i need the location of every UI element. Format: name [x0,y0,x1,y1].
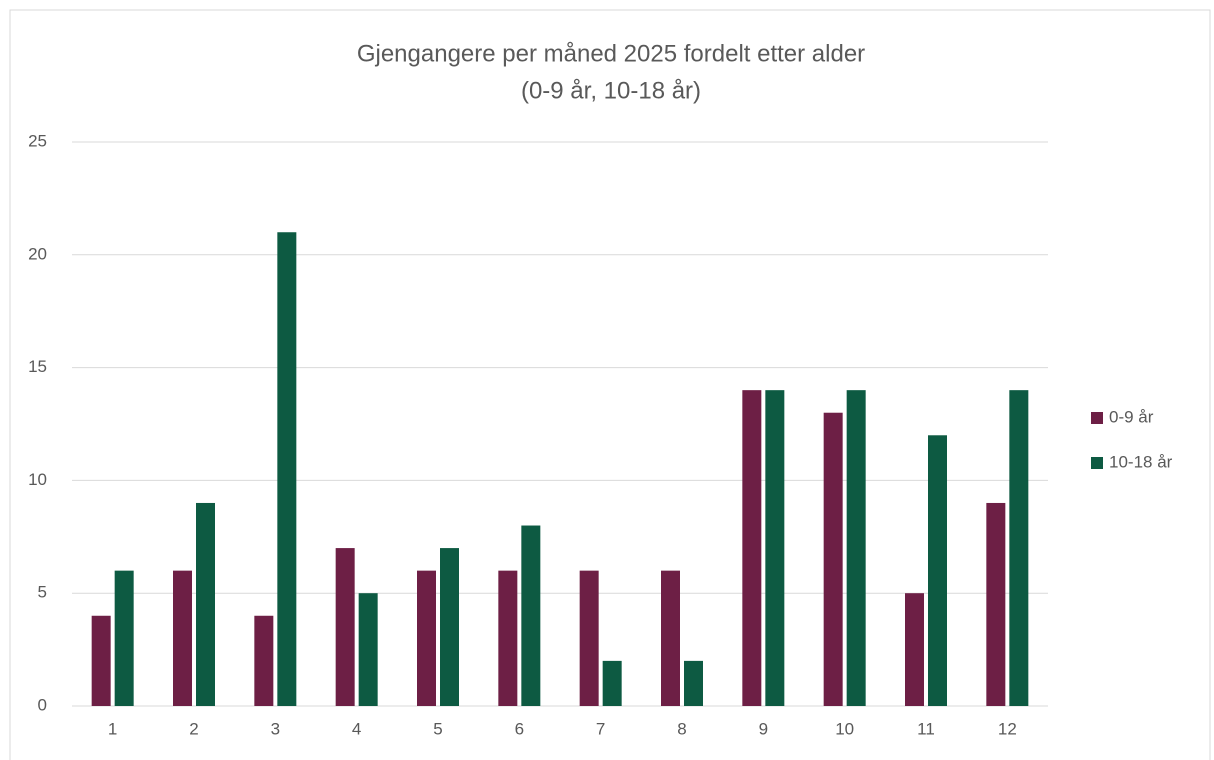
bar [173,570,192,706]
bar [986,502,1006,706]
x-tick-label: 4 [352,719,361,738]
bar [823,412,843,706]
bar [335,548,355,706]
y-tick-label: 0 [38,695,47,714]
legend-label: 10-18 år [1109,452,1173,471]
x-tick-label: 3 [271,719,280,738]
y-tick-label: 25 [28,131,47,150]
x-tick-label: 5 [433,719,442,738]
chart-title: Gjengangere per måned 2025 fordelt etter… [357,40,865,67]
bar [358,593,378,706]
bar [742,390,762,706]
y-tick-label: 15 [28,357,47,376]
bar [417,570,436,706]
legend-swatch [1091,457,1103,469]
chart-title: (0-9 år, 10-18 år) [521,77,701,104]
bar [579,570,599,706]
bar [846,390,866,706]
y-tick-label: 5 [38,583,47,602]
y-tick-label: 20 [28,244,47,263]
bar [114,570,134,706]
x-tick-label: 11 [917,719,935,738]
x-tick-label: 7 [596,719,605,738]
legend-label: 0-9 år [1109,407,1154,426]
x-tick-label: 10 [835,719,854,738]
bar [91,615,111,706]
bar [602,660,622,706]
bar [661,570,680,706]
bar [521,525,541,706]
x-tick-label: 12 [998,719,1017,738]
bar [277,232,297,707]
bar [196,502,215,706]
x-tick-label: 9 [759,719,768,738]
bar [684,660,703,706]
x-tick-label: 2 [189,719,198,738]
legend-swatch [1091,412,1103,424]
bar [440,548,459,706]
x-tick-label: 8 [677,719,686,738]
bar [765,390,785,706]
y-tick-label: 10 [28,470,47,489]
bar [498,570,518,706]
bar [1009,390,1029,706]
bar [905,593,924,706]
x-tick-label: 1 [108,719,117,738]
bar [928,435,947,706]
x-tick-label: 6 [515,719,524,738]
bar [254,615,274,706]
